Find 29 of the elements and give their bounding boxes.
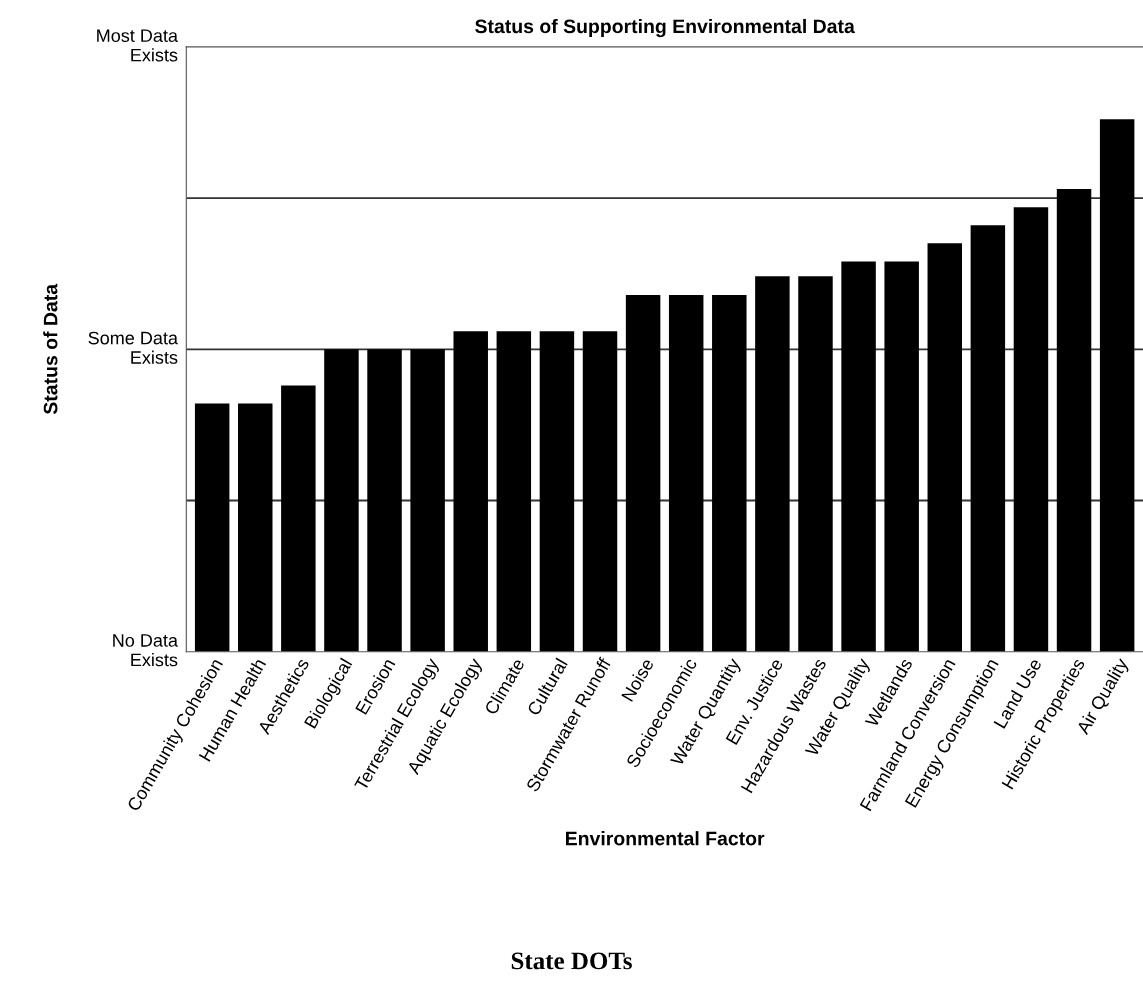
bar — [884, 261, 919, 652]
bar — [712, 295, 747, 652]
bar — [582, 331, 618, 652]
bar — [970, 225, 1006, 652]
bar — [324, 349, 359, 652]
bar — [1099, 119, 1135, 652]
bar — [453, 331, 488, 652]
bar — [539, 331, 575, 652]
x-axis-title: Environmental Factor — [566, 831, 765, 846]
bar — [238, 403, 273, 652]
bar — [668, 295, 704, 652]
bar — [1056, 189, 1092, 652]
bar — [1013, 207, 1049, 652]
bar — [281, 385, 316, 652]
y-axis-title: Status of Data — [43, 283, 58, 415]
bar — [367, 349, 402, 652]
text: Most Data Exists — [97, 29, 178, 62]
bar — [194, 403, 230, 652]
text: No Data Exists — [113, 634, 178, 667]
bar — [755, 276, 790, 652]
bar — [798, 276, 833, 652]
bar — [410, 349, 445, 652]
bar — [496, 331, 532, 652]
bar — [927, 243, 962, 652]
chart-title: Status of Supporting Environmental Data — [475, 18, 855, 38]
text: Some Data Exists — [88, 331, 178, 364]
bar — [625, 295, 661, 652]
text: State DOTs — [511, 952, 632, 970]
bar — [841, 261, 876, 652]
